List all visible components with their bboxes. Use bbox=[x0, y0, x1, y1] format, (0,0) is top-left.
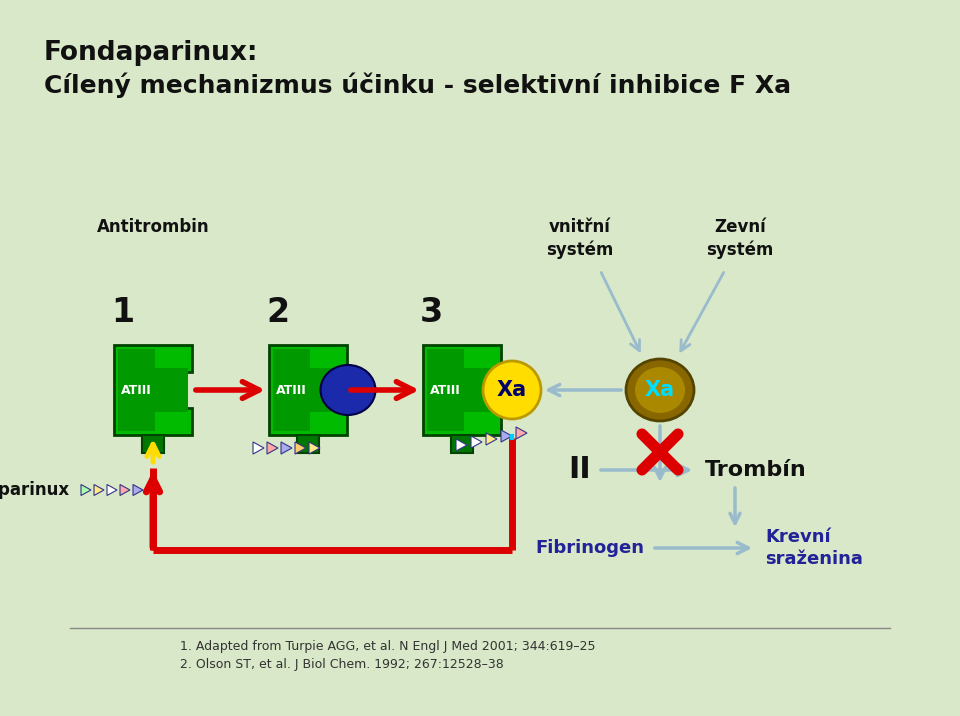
Text: 2: 2 bbox=[266, 296, 289, 329]
Text: Xa: Xa bbox=[645, 380, 675, 400]
Ellipse shape bbox=[635, 367, 685, 413]
Text: ATIII: ATIII bbox=[430, 384, 461, 397]
Text: Antitrombin: Antitrombin bbox=[97, 218, 209, 236]
Text: Fibrinogen: Fibrinogen bbox=[536, 539, 644, 557]
Polygon shape bbox=[309, 442, 320, 454]
Polygon shape bbox=[516, 427, 527, 439]
Polygon shape bbox=[269, 345, 347, 435]
Text: Fondaparinux: Fondaparinux bbox=[0, 481, 70, 499]
Text: Xa: Xa bbox=[497, 380, 527, 400]
Polygon shape bbox=[120, 485, 130, 495]
Text: Fondaparinux:: Fondaparinux: bbox=[44, 40, 258, 66]
Polygon shape bbox=[142, 435, 164, 453]
Polygon shape bbox=[253, 442, 264, 454]
Polygon shape bbox=[423, 345, 501, 435]
Text: 1. Adapted from Turpie AGG, et al. N Engl J Med 2001; 344:619–25: 1. Adapted from Turpie AGG, et al. N Eng… bbox=[180, 640, 595, 653]
Text: Trombín: Trombín bbox=[705, 460, 806, 480]
Text: 1: 1 bbox=[111, 296, 134, 329]
Polygon shape bbox=[107, 485, 117, 495]
Ellipse shape bbox=[483, 361, 541, 419]
Polygon shape bbox=[471, 436, 482, 448]
Text: ATIII: ATIII bbox=[276, 384, 307, 397]
Polygon shape bbox=[267, 442, 278, 454]
Text: ATIII: ATIII bbox=[121, 384, 152, 397]
Polygon shape bbox=[133, 485, 143, 495]
Polygon shape bbox=[297, 435, 319, 453]
Text: vnitřní
systém: vnitřní systém bbox=[546, 218, 613, 259]
Text: 3: 3 bbox=[420, 296, 444, 329]
Text: II: II bbox=[568, 455, 591, 485]
Ellipse shape bbox=[626, 359, 694, 421]
Polygon shape bbox=[118, 349, 188, 431]
Polygon shape bbox=[295, 442, 306, 454]
Polygon shape bbox=[427, 349, 497, 431]
Polygon shape bbox=[456, 439, 467, 451]
Polygon shape bbox=[486, 433, 497, 445]
Text: Krevní
sraženina: Krevní sraženina bbox=[765, 528, 863, 568]
Polygon shape bbox=[451, 435, 473, 453]
Text: Cílený mechanizmus účinku - selektivní inhibice F Xa: Cílený mechanizmus účinku - selektivní i… bbox=[44, 72, 791, 97]
Ellipse shape bbox=[321, 365, 375, 415]
Polygon shape bbox=[281, 442, 292, 454]
Text: 2. Olson ST, et al. J Biol Chem. 1992; 267:12528–38: 2. Olson ST, et al. J Biol Chem. 1992; 2… bbox=[180, 658, 504, 671]
Polygon shape bbox=[94, 485, 104, 495]
Polygon shape bbox=[81, 485, 91, 495]
Polygon shape bbox=[114, 345, 192, 435]
Polygon shape bbox=[501, 430, 512, 442]
Polygon shape bbox=[273, 349, 343, 431]
Text: Zevní
systém: Zevní systém bbox=[707, 218, 774, 259]
